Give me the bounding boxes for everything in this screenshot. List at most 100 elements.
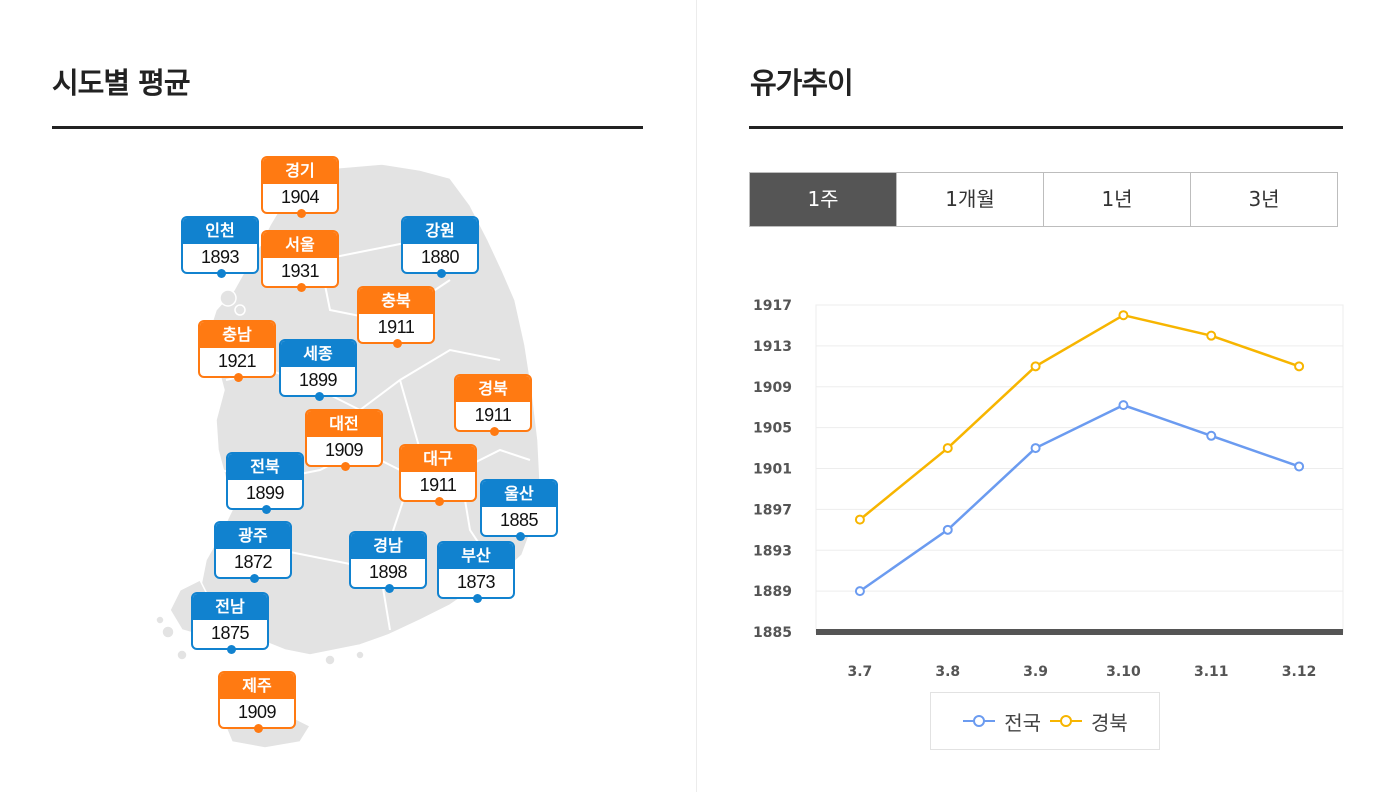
region-name: 세종 (281, 341, 355, 367)
region-card-incheon[interactable]: 인천 1893 (181, 216, 259, 278)
region-price: 1885 (499, 510, 539, 530)
region-marker-dot (393, 339, 402, 348)
chart-legend: 전국 경북 (930, 692, 1160, 750)
region-marker-dot (234, 373, 243, 382)
region-name: 충남 (200, 322, 274, 348)
region-price: 1898 (368, 562, 408, 582)
series-0-point (1030, 443, 1041, 454)
region-price: 1911 (419, 475, 457, 495)
region-name: 대구 (401, 446, 475, 472)
price-trend-panel: 유가추이 1주 1개월 1년 3년 1885 1889 1893 1897 1901 19… (697, 0, 1395, 792)
series-line-1 (859, 313, 1300, 521)
region-price: 1880 (420, 247, 460, 267)
region-card-seoul[interactable]: 서울 1931 (261, 230, 339, 292)
series-0-point (942, 524, 953, 535)
region-marker-dot (297, 209, 306, 218)
region-marker-dot (516, 532, 525, 541)
region-name: 광주 (216, 523, 290, 549)
region-name: 충북 (359, 288, 433, 314)
region-card-jeju[interactable]: 제주 1909 (218, 671, 296, 733)
y-tick-label: 1889 (753, 584, 792, 600)
series-1-point (854, 514, 865, 525)
region-card-jeonnam[interactable]: 전남 1875 (191, 592, 269, 654)
region-marker-dot (437, 269, 446, 278)
region-name: 경남 (351, 533, 425, 559)
series-1-point (942, 443, 953, 454)
y-tick-label: 1885 (753, 625, 792, 641)
region-price: 1921 (217, 351, 257, 371)
series-1-point (1294, 361, 1305, 372)
series-line-0 (859, 403, 1300, 593)
region-card-gyeonggi[interactable]: 경기 1904 (261, 156, 339, 218)
region-name: 제주 (220, 673, 294, 699)
x-tick-label: 3.8 (935, 664, 960, 680)
region-marker-dot (385, 584, 394, 593)
region-marker-dot (315, 392, 324, 401)
y-tick-label: 1893 (753, 543, 792, 559)
legend-marker-national-icon (963, 715, 996, 727)
title-underline (52, 126, 643, 129)
series-1-point (1030, 361, 1041, 372)
x-axis-ticks: 3.7 3.8 3.9 3.10 3.11 3.12 (848, 664, 1317, 680)
region-price: 1899 (245, 483, 285, 503)
region-name: 인천 (183, 218, 257, 244)
region-card-busan[interactable]: 부산 1873 (437, 541, 515, 603)
region-card-chungnam[interactable]: 충남 1921 (198, 320, 276, 382)
region-card-gangwon[interactable]: 강원 1880 (401, 216, 479, 278)
price-trend-chart: 1885 1889 1893 1897 1901 1905 1909 1913 1917 3.7… (753, 298, 1344, 680)
regional-average-panel: 시도별 평균 경 (0, 0, 696, 792)
region-marker-dot (435, 497, 444, 506)
legend-item-national[interactable]: 전국 (962, 707, 1041, 736)
chart-grid (815, 304, 1344, 635)
region-marker-dot (297, 283, 306, 292)
x-tick-label: 3.7 (848, 664, 873, 680)
price-trend-title: 유가추이 (750, 66, 854, 100)
tab-1-year[interactable]: 1년 (1043, 173, 1190, 226)
tab-3-years[interactable]: 3년 (1190, 173, 1337, 226)
chart-series (854, 310, 1305, 597)
y-tick-label: 1905 (753, 421, 792, 437)
x-tick-label: 3.10 (1106, 664, 1141, 680)
region-card-daegu[interactable]: 대구 1911 (399, 444, 477, 506)
x-tick-label: 3.9 (1023, 664, 1048, 680)
region-price: 1909 (237, 702, 277, 722)
legend-marker-gyeongbuk-icon (1050, 715, 1082, 727)
region-card-gyeongnam[interactable]: 경남 1898 (349, 531, 427, 593)
region-card-gyeongbuk[interactable]: 경북 1911 (454, 374, 532, 436)
tab-1-month[interactable]: 1개월 (896, 173, 1043, 226)
region-card-sejong[interactable]: 세종 1899 (279, 339, 357, 401)
region-card-ulsan[interactable]: 울산 1885 (480, 479, 558, 541)
regional-average-title: 시도별 평균 (52, 66, 190, 100)
region-marker-dot (341, 462, 350, 471)
region-card-gwangju[interactable]: 광주 1872 (214, 521, 292, 583)
region-marker-dot (262, 505, 271, 514)
region-name: 서울 (263, 232, 337, 258)
region-card-jeonbuk[interactable]: 전북 1899 (226, 452, 304, 514)
region-name: 울산 (482, 481, 556, 507)
series-1-point (1206, 330, 1217, 341)
region-price: 1931 (280, 261, 320, 281)
region-price: 1909 (324, 440, 364, 460)
region-card-chungbuk[interactable]: 충북 1911 (357, 286, 435, 348)
region-marker-dot (227, 645, 236, 654)
region-price: 1911 (377, 317, 415, 337)
region-price: 1873 (456, 572, 496, 592)
panel-divider (696, 0, 697, 792)
series-0-point (1294, 461, 1305, 472)
region-price: 1911 (474, 405, 512, 425)
legend-label-national: 전국 (1004, 710, 1041, 735)
region-price: 1893 (200, 247, 240, 267)
period-tabs: 1주 1개월 1년 3년 (749, 172, 1338, 227)
tab-1-week[interactable]: 1주 (750, 173, 896, 226)
legend-item-gyeongbuk[interactable]: 경북 (1049, 707, 1128, 736)
region-card-daejeon[interactable]: 대전 1909 (305, 409, 383, 471)
region-name: 대전 (307, 411, 381, 437)
region-name: 경북 (456, 376, 530, 402)
region-name: 전남 (193, 594, 267, 620)
y-tick-label: 1901 (753, 462, 792, 478)
region-name: 부산 (439, 543, 513, 569)
y-tick-label: 1897 (753, 502, 792, 518)
region-marker-dot (490, 427, 499, 436)
y-tick-label: 1917 (753, 298, 792, 314)
region-price: 1875 (210, 623, 250, 643)
